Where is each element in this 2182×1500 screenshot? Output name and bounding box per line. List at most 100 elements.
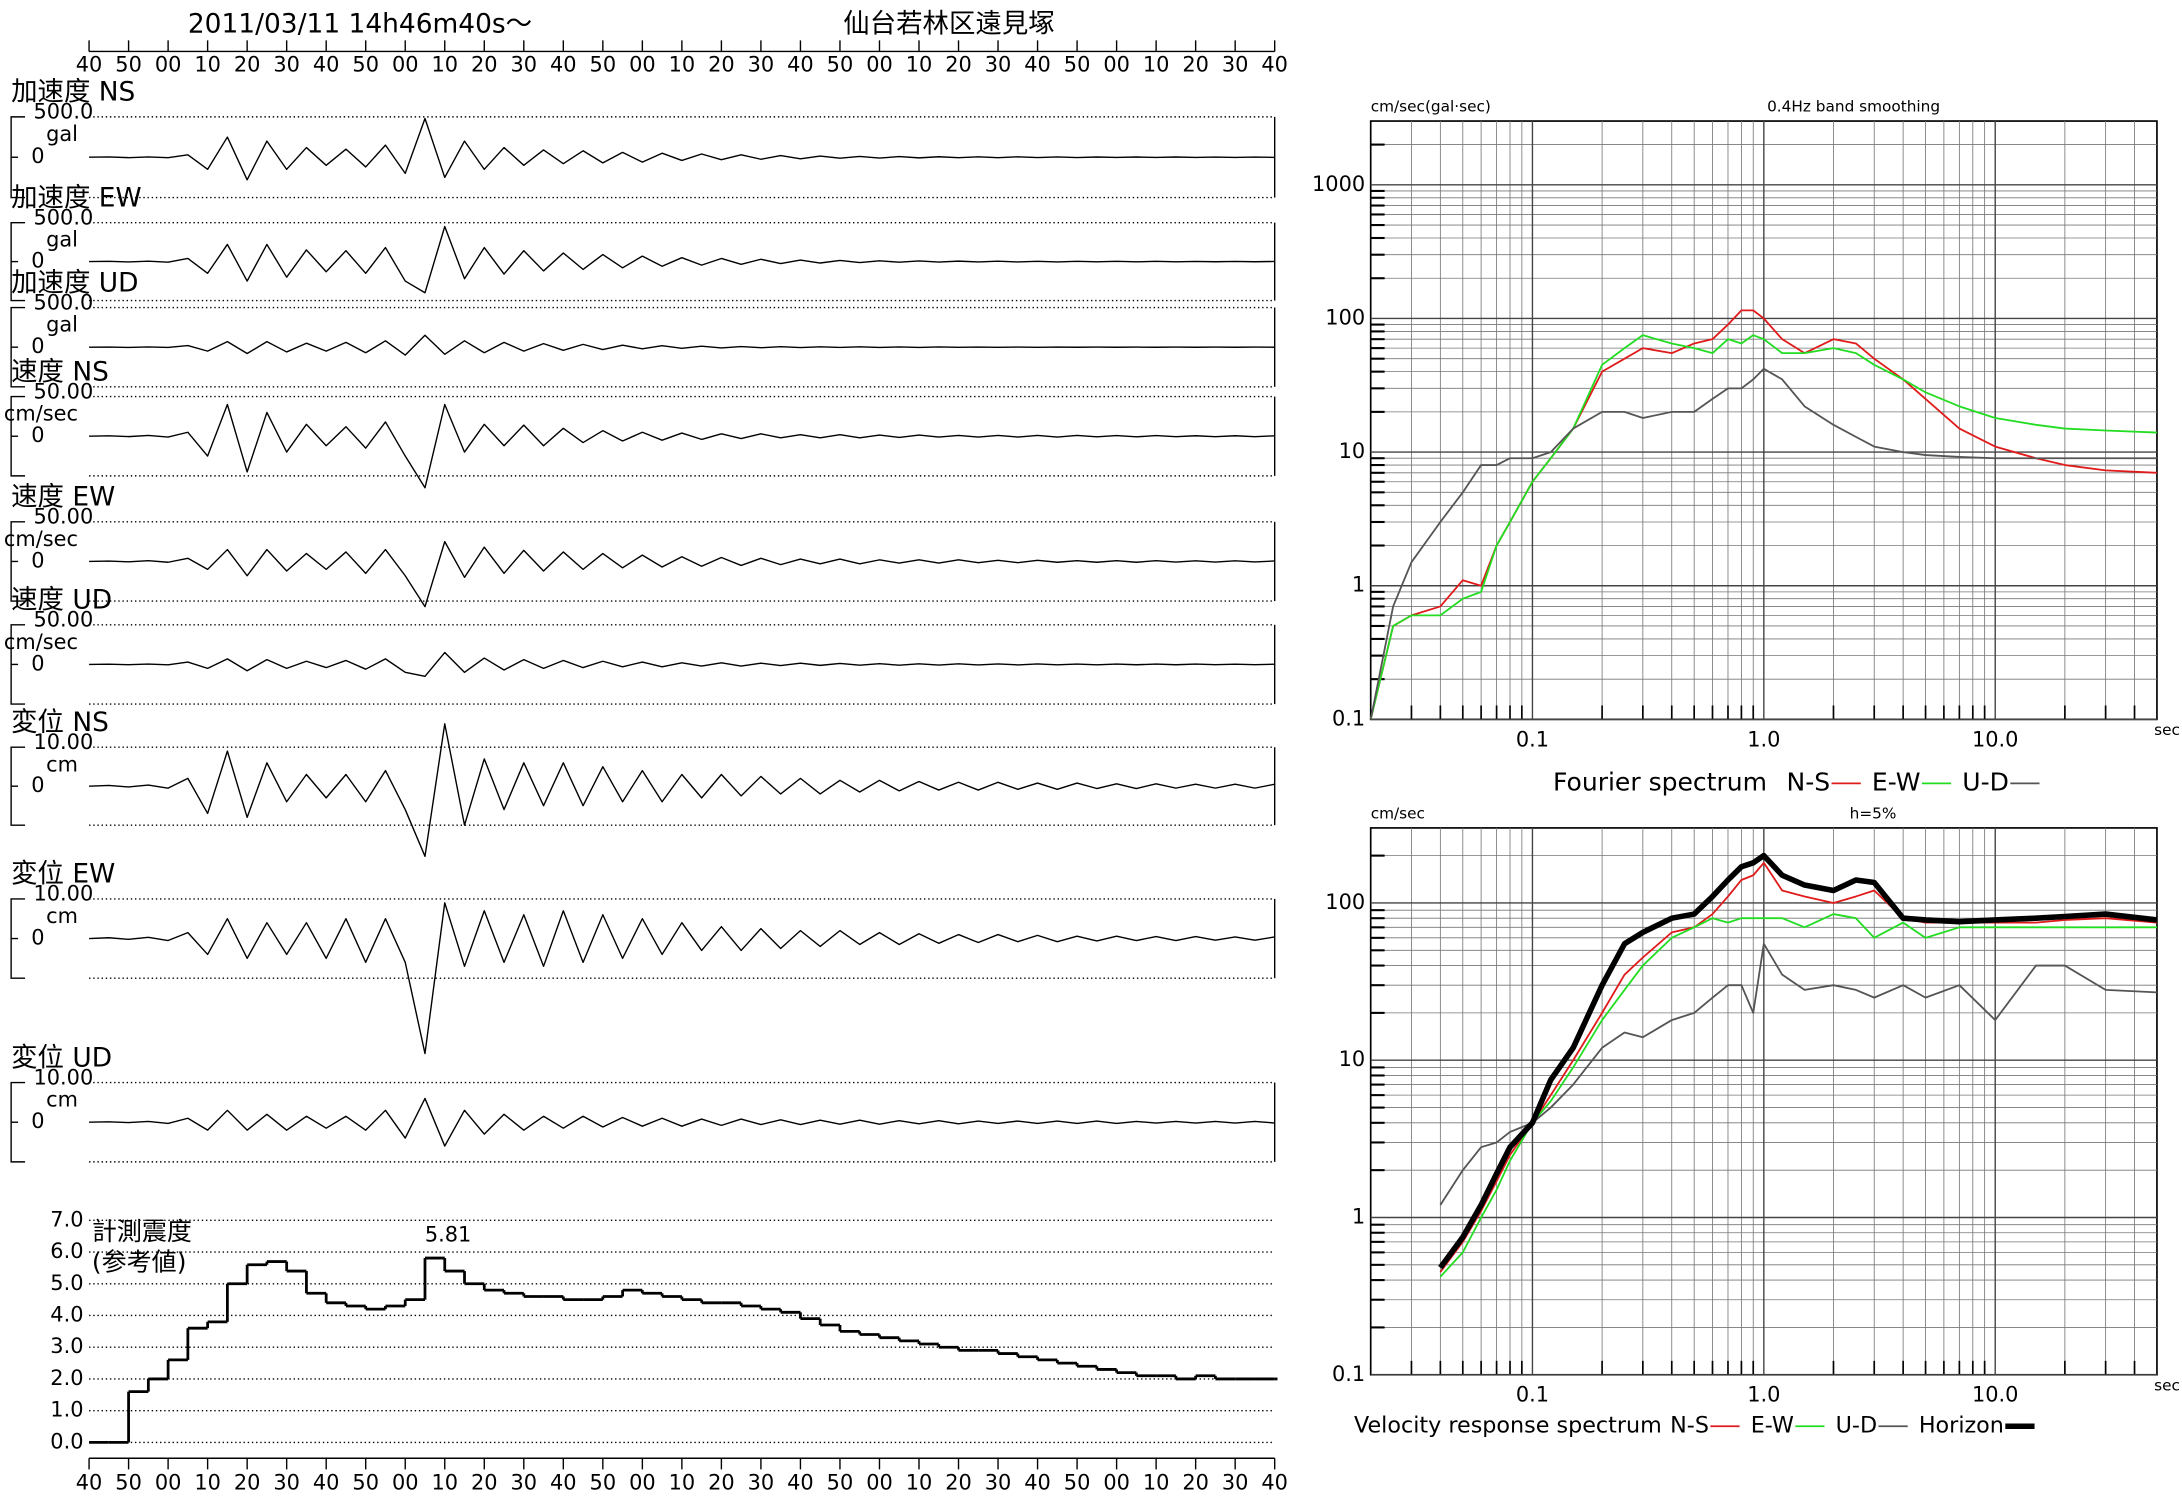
x-tick-label: 00 (392, 1470, 419, 1494)
y-tick-label: 0 (31, 651, 44, 675)
chart-subtitle: (参考値) (92, 1247, 187, 1276)
y-tick-label: 0 (31, 773, 44, 797)
spectrum-line (1369, 309, 2157, 720)
y-tick-label: 0.1 (1332, 1362, 1365, 1386)
x-tick-label: 50 (1064, 1470, 1091, 1494)
x-tick-label: 50 (115, 52, 142, 76)
y-tick-label: 0 (31, 926, 44, 950)
y-tick-label: 10.00 (34, 1065, 94, 1089)
x-tick-label: 10.0 (1972, 1383, 2018, 1407)
y-tick-label: 500.0 (34, 100, 94, 124)
x-tick-label: 40 (313, 1470, 340, 1494)
x-tick-label: 10 (906, 1470, 933, 1494)
x-tick-label: 0.1 (1516, 727, 1549, 751)
y-tick-label: 500.0 (34, 290, 94, 314)
y-tick-label: 6.0 (50, 1239, 83, 1263)
y-tick-label: 2.0 (50, 1366, 83, 1390)
waveform (89, 403, 1275, 489)
x-tick-label: 20 (1182, 52, 1209, 76)
x-tick-label: 40 (1261, 52, 1288, 76)
legend-title: Fourier spectrum (1553, 767, 1767, 796)
x-tick-label: 00 (1103, 1470, 1130, 1494)
x-tick-label: 40 (550, 1470, 577, 1494)
legend-title: Velocity response spectrum (1354, 1413, 1662, 1439)
x-tick-label: 00 (866, 1470, 893, 1494)
waveform (89, 540, 1275, 608)
x-tick-label: 10 (669, 52, 696, 76)
legend-label: U-D (1962, 767, 2009, 796)
y-axis-label: cm/sec(gal·sec) (1371, 98, 1491, 116)
waveform (89, 334, 1275, 356)
x-tick-label: 20 (1182, 1470, 1209, 1494)
y-tick-label: 100 (1325, 305, 1365, 329)
legend-label: N-S (1670, 1413, 1709, 1439)
y-tick-label: 3.0 (50, 1334, 83, 1358)
y-tick-label: 50.00 (34, 608, 94, 632)
x-tick-label: 10 (194, 52, 221, 76)
y-unit: cm (46, 752, 78, 776)
legend-label: U-D (1836, 1413, 1877, 1439)
y-tick-label: 0 (31, 1109, 44, 1133)
y-tick-label: 50.00 (34, 505, 94, 529)
x-tick-label: 30 (985, 1470, 1012, 1494)
trace-title: 速度 EW (11, 482, 115, 513)
spectrum-line (1369, 334, 2157, 720)
x-tick-label: 50 (827, 52, 854, 76)
date-time: 2011/03/11 14h46m40s～ (188, 9, 532, 40)
y-tick-label: 10.00 (34, 730, 94, 754)
x-tick-label: 40 (787, 1470, 814, 1494)
y-tick-label: 10 (1339, 1047, 1366, 1071)
x-tick-label: 10 (431, 52, 458, 76)
x-tick-label: 00 (866, 52, 893, 76)
x-tick-label: 40 (1261, 1470, 1288, 1494)
x-tick-label: 50 (352, 1470, 379, 1494)
x-tick-label: 10 (669, 1470, 696, 1494)
waveform (89, 1097, 1275, 1147)
y-tick-label: 500.0 (34, 205, 94, 229)
trace-title: 速度 NS (11, 356, 109, 387)
x-tick-label: 00 (1103, 52, 1130, 76)
y-tick-label: 1.0 (50, 1398, 83, 1422)
legend-label: E-W (1751, 1413, 1794, 1439)
y-unit: cm/sec (4, 630, 78, 654)
y-axis-label: cm/sec (1371, 805, 1425, 823)
x-tick-label: 00 (155, 52, 182, 76)
legend-label: Horizon (1919, 1413, 2004, 1439)
x-tick-label: 30 (511, 52, 538, 76)
spectrum-line (1438, 852, 2158, 1270)
y-unit: gal (46, 313, 78, 337)
x-tick-label: 30 (748, 1470, 775, 1494)
x-tick-label: 1.0 (1747, 1383, 1780, 1407)
y-tick-label: 0.1 (1332, 706, 1365, 730)
x-tick-label: 20 (708, 1470, 735, 1494)
trace-title: 変位 UD (11, 1042, 112, 1073)
y-unit: cm (46, 904, 78, 928)
y-tick-label: 10.00 (34, 882, 94, 906)
trace-title: 加速度 EW (11, 182, 141, 213)
subtitle: h=5% (1850, 805, 1897, 823)
x-tick-label: 30 (511, 1470, 538, 1494)
subtitle: 0.4Hz band smoothing (1767, 98, 1940, 116)
x-tick-label: 10 (431, 1470, 458, 1494)
x-tick-label: 30 (748, 52, 775, 76)
legend-label: N-S (1787, 767, 1831, 796)
x-tick-label: 30 (273, 1470, 300, 1494)
y-unit: gal (46, 228, 78, 252)
y-tick-label: 0.0 (50, 1429, 83, 1453)
x-tick-label: 20 (471, 1470, 498, 1494)
chart-title: 計測震度 (92, 1217, 192, 1246)
y-tick-label: 0 (31, 334, 44, 358)
x-axis-label: sec (2154, 1376, 2180, 1394)
x-tick-label: 20 (234, 52, 261, 76)
y-tick-label: 50.00 (34, 379, 94, 403)
x-tick-label: 50 (352, 52, 379, 76)
spectrum-line (1369, 367, 2157, 720)
x-tick-label: 10 (1143, 52, 1170, 76)
waveform (89, 117, 1275, 181)
x-tick-label: 50 (590, 1470, 617, 1494)
x-tick-label: 00 (629, 1470, 656, 1494)
x-tick-label: 20 (708, 52, 735, 76)
y-tick-label: 4.0 (50, 1302, 83, 1326)
